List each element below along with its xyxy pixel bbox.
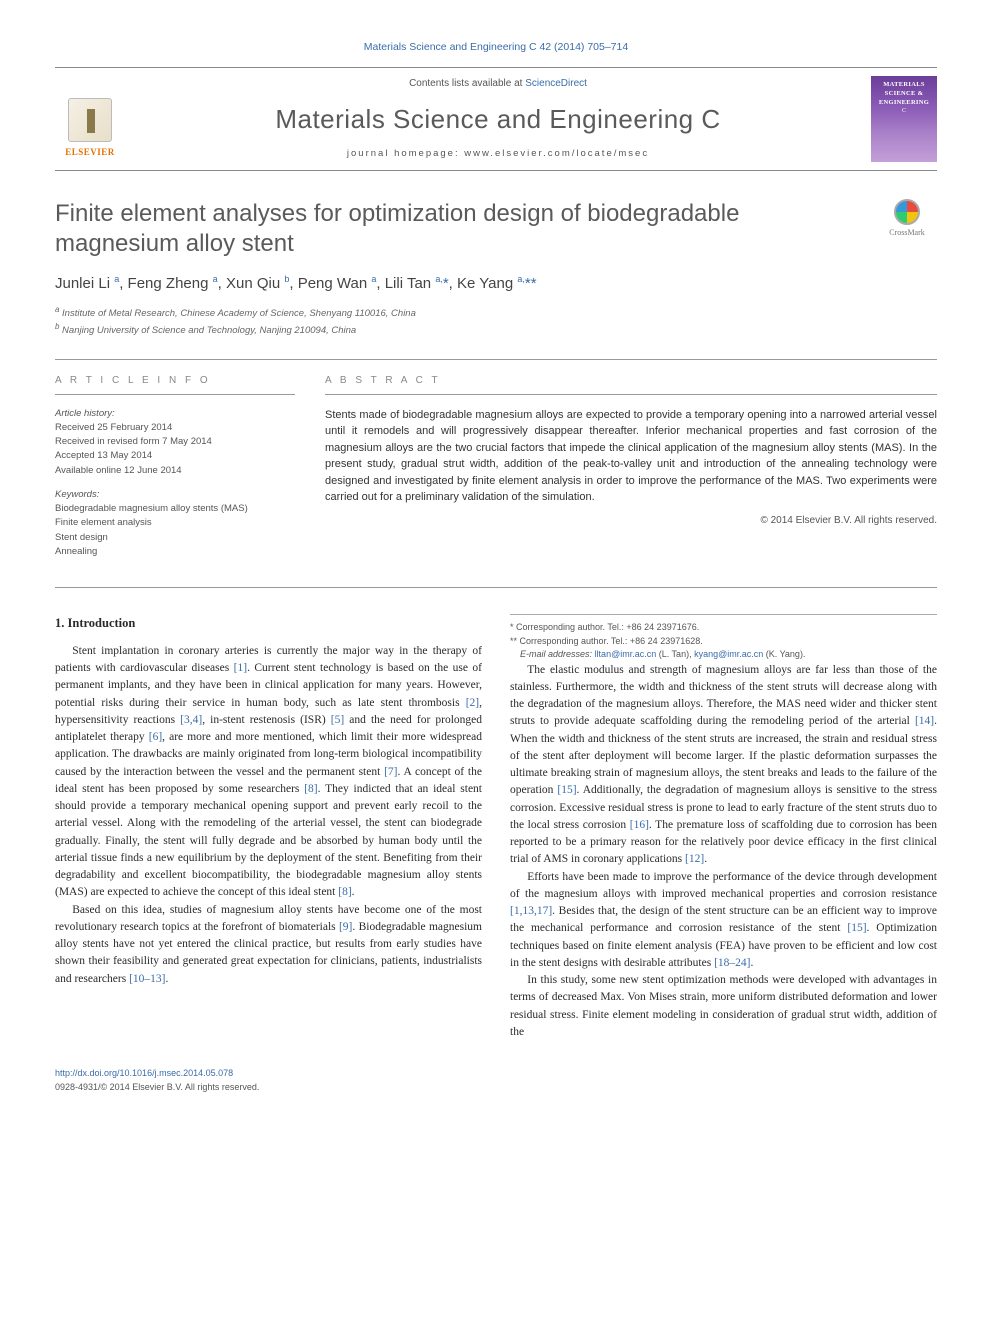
homepage-prefix: journal homepage: <box>347 148 464 159</box>
citation-link[interactable]: [18–24] <box>714 957 750 969</box>
crossmark-label: CrossMark <box>889 227 925 238</box>
accepted-date: Accepted 13 May 2014 <box>55 449 295 463</box>
keyword: Finite element analysis <box>55 516 295 530</box>
contents-line: Contents lists available at ScienceDirec… <box>145 77 851 91</box>
citation-link[interactable]: [3,4] <box>180 714 202 726</box>
doi-link[interactable]: http://dx.doi.org/10.1016/j.msec.2014.05… <box>55 1068 233 1078</box>
publisher-name: ELSEVIER <box>65 146 115 159</box>
revised-date: Received in revised form 7 May 2014 <box>55 435 295 449</box>
abstract-copyright: © 2014 Elsevier B.V. All rights reserved… <box>325 514 937 528</box>
history-label: Article history: <box>55 407 295 421</box>
keyword: Annealing <box>55 545 295 559</box>
page-footer: http://dx.doi.org/10.1016/j.msec.2014.05… <box>55 1067 937 1094</box>
body-paragraph: Stent implantation in coronary arteries … <box>55 643 482 902</box>
elsevier-tree-icon <box>68 98 112 142</box>
title-row: Finite element analyses for optimization… <box>55 199 937 259</box>
authors-list: Junlei Li a, Feng Zheng a, Xun Qiu b, Pe… <box>55 273 937 294</box>
citation-link[interactable]: [5] <box>331 714 344 726</box>
corresponding-author-1: * Corresponding author. Tel.: +86 24 239… <box>510 621 937 635</box>
article-title: Finite element analyses for optimization… <box>55 199 877 259</box>
citation-link[interactable]: [2] <box>466 697 479 709</box>
citation-link[interactable]: [1] <box>234 662 247 674</box>
abstract-column: A B S T R A C T Stents made of biodegrad… <box>325 374 937 570</box>
body-paragraph: Based on this idea, studies of magnesium… <box>55 902 482 988</box>
affiliation-a: a Institute of Metal Research, Chinese A… <box>55 304 937 321</box>
keywords-label: Keywords: <box>55 488 295 502</box>
issn-copyright: 0928-4931/© 2014 Elsevier B.V. All right… <box>55 1082 259 1092</box>
keyword: Biodegradable magnesium alloy stents (MA… <box>55 502 295 516</box>
affiliations: a Institute of Metal Research, Chinese A… <box>55 304 937 339</box>
abstract-heading: A B S T R A C T <box>325 374 937 395</box>
citation-link[interactable]: [1,13,17] <box>510 905 552 917</box>
contents-prefix: Contents lists available at <box>409 78 525 89</box>
citation-link[interactable]: [8] <box>304 783 317 795</box>
citation-link[interactable]: [6] <box>149 731 162 743</box>
citation-link[interactable]: [12] <box>685 853 704 865</box>
body-columns: 1. Introduction Stent implantation in co… <box>55 614 937 1041</box>
body-paragraph: In this study, some new stent optimizati… <box>510 972 937 1041</box>
journal-name: Materials Science and Engineering C <box>145 101 851 137</box>
crossmark-icon <box>894 199 920 225</box>
elsevier-logo: ELSEVIER <box>55 79 125 159</box>
section-heading-intro: 1. Introduction <box>55 614 482 633</box>
sciencedirect-link[interactable]: ScienceDirect <box>525 78 587 89</box>
citation-link[interactable]: [10–13] <box>129 973 165 985</box>
article-info-column: A R T I C L E I N F O Article history: R… <box>55 374 295 570</box>
citation-link[interactable]: [7] <box>384 766 397 778</box>
journal-header: ELSEVIER Contents lists available at Sci… <box>55 67 937 171</box>
cover-subtitle: C <box>875 107 933 115</box>
received-date: Received 25 February 2014 <box>55 421 295 435</box>
email-line: E-mail addresses: lltan@imr.ac.cn (L. Ta… <box>510 648 937 662</box>
keyword: Stent design <box>55 531 295 545</box>
crossmark-badge[interactable]: CrossMark <box>877 199 937 239</box>
info-abstract-block: A R T I C L E I N F O Article history: R… <box>55 359 937 589</box>
correspondence-footnotes: * Corresponding author. Tel.: +86 24 239… <box>510 614 937 662</box>
corresponding-author-2: ** Corresponding author. Tel.: +86 24 23… <box>510 635 937 649</box>
header-center: Contents lists available at ScienceDirec… <box>125 77 871 161</box>
cover-title: MATERIALS SCIENCE & ENGINEERING <box>875 80 933 107</box>
homepage-line: journal homepage: www.elsevier.com/locat… <box>145 147 851 160</box>
citation-link[interactable]: [15] <box>847 922 866 934</box>
citation-link[interactable]: [8] <box>338 886 351 898</box>
email-link[interactable]: kyang@imr.ac.cn <box>694 649 763 659</box>
journal-cover-thumbnail: MATERIALS SCIENCE & ENGINEERING C <box>871 76 937 162</box>
article-history: Article history: Received 25 February 20… <box>55 407 295 478</box>
citation-link[interactable]: [16] <box>630 819 649 831</box>
affiliation-b: b Nanjing University of Science and Tech… <box>55 321 937 338</box>
citation-link[interactable]: [15] <box>557 784 576 796</box>
citation-link[interactable]: [14] <box>915 715 934 727</box>
article-info-heading: A R T I C L E I N F O <box>55 374 295 395</box>
online-date: Available online 12 June 2014 <box>55 464 295 478</box>
keywords-block: Keywords: Biodegradable magnesium alloy … <box>55 488 295 559</box>
journal-reference: Materials Science and Engineering C 42 (… <box>55 40 937 55</box>
abstract-text: Stents made of biodegradable magnesium a… <box>325 407 937 506</box>
citation-link[interactable]: [9] <box>339 921 352 933</box>
body-paragraph: The elastic modulus and strength of magn… <box>510 662 937 869</box>
body-paragraph: Efforts have been made to improve the pe… <box>510 869 937 973</box>
homepage-url: www.elsevier.com/locate/msec <box>464 148 649 159</box>
email-link[interactable]: lltan@imr.ac.cn <box>595 649 657 659</box>
